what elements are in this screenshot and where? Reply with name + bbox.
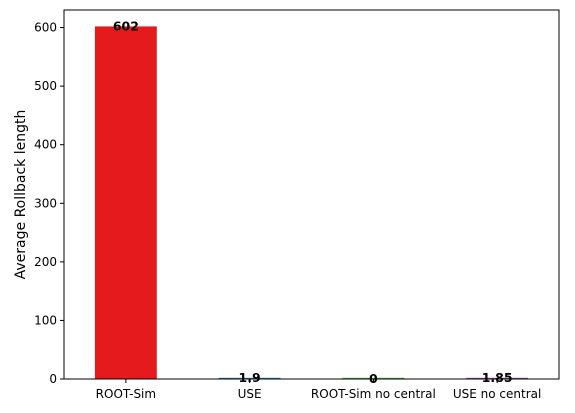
bar-0 [94, 26, 157, 380]
y-tick-label-1: 100 [34, 313, 57, 327]
data-label-0: 602 [113, 18, 139, 33]
y-axis-title: Average Rollback length [13, 110, 29, 280]
y-tick-label-5: 500 [34, 79, 57, 93]
bar-3 [466, 377, 529, 379]
x-tick-label-1: USE [238, 387, 262, 401]
bar-1 [218, 377, 281, 379]
x-axis-ticks: ROOT-Sim USE ROOT-Sim no central USE no cen… [96, 379, 541, 401]
y-tick-label-4: 400 [34, 138, 57, 152]
y-tick-label-0: 0 [49, 372, 57, 386]
bar-2 [342, 377, 405, 379]
y-tick-label-2: 200 [34, 255, 57, 269]
y-axis-ticks: 0 100 200 300 400 500 600 [34, 21, 64, 386]
y-tick-label-6: 600 [34, 21, 57, 35]
y-tick-label-3: 300 [34, 196, 57, 210]
x-tick-label-0: ROOT-Sim [96, 387, 156, 401]
x-tick-label-3: USE no central [453, 387, 541, 401]
plot-frame [63, 9, 560, 380]
data-label-3: 1.85 [482, 370, 513, 385]
data-label-1: 1.9 [239, 370, 261, 385]
x-tick-label-2: ROOT-Sim no central [311, 387, 436, 401]
